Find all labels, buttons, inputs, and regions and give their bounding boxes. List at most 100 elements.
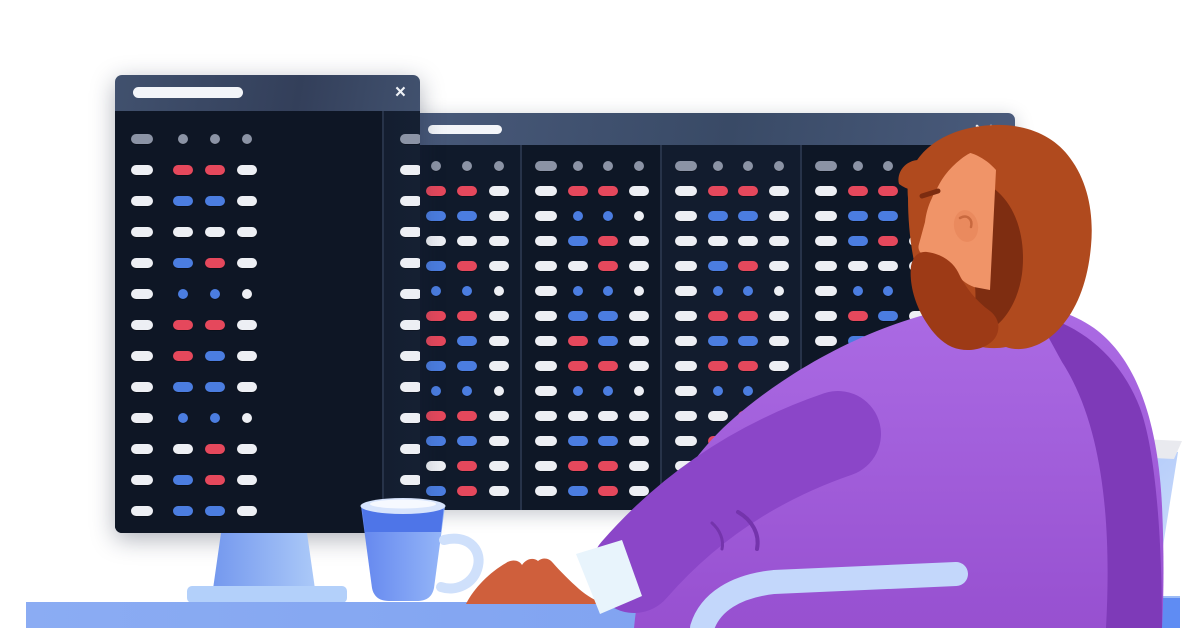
front-window-title-placeholder: [133, 87, 243, 98]
cell-slot: [400, 443, 420, 454]
cell-slot: [173, 505, 205, 516]
cell-slot: [567, 460, 599, 471]
data-pill-red: [567, 460, 588, 471]
data-pill-white: [535, 235, 557, 246]
cell-slot: [457, 310, 488, 321]
cell-slot: [675, 285, 708, 296]
cell-slot: [992, 410, 1007, 421]
data-pill-red: [878, 435, 899, 446]
data-pill-white: [400, 474, 420, 485]
cell-slot: [629, 460, 660, 471]
data-pill-gray: [634, 160, 645, 171]
data-pill-blue: [743, 460, 754, 471]
cell-slot: [847, 335, 879, 346]
cell-slot: [426, 310, 457, 321]
data-pill-gray: [852, 160, 863, 171]
cell-slot: [992, 160, 1007, 171]
cell-slot: [535, 310, 568, 321]
sleeve-crease: [736, 510, 760, 551]
data-row: [535, 153, 660, 178]
cell-slot: [977, 385, 997, 396]
cell-slot: [488, 260, 520, 271]
cell-slot: [769, 335, 800, 346]
data-pill-white: [909, 335, 930, 346]
data-pill-white: [769, 260, 790, 271]
cell-slot: [977, 410, 992, 421]
data-pill-white: [567, 410, 588, 421]
cell-slot: [173, 195, 205, 206]
cell-slot: [205, 164, 237, 175]
cell-slot: [205, 350, 237, 361]
data-pill-white: [955, 310, 977, 321]
data-pill-white: [535, 460, 557, 471]
back-monitor-stand-base: [614, 556, 742, 573]
data-pill-blue: [878, 310, 899, 321]
cell-slot: [457, 485, 488, 496]
cell-slot: [173, 350, 205, 361]
cell-slot: [878, 260, 909, 271]
data-pill-white: [457, 235, 478, 246]
cell-slot: [629, 285, 660, 296]
data-row: [535, 178, 660, 203]
cell-slot: [426, 385, 457, 396]
cell-slot: [707, 185, 739, 196]
cell-slot: [977, 260, 997, 271]
data-pill-red: [847, 485, 868, 496]
data-pill-white: [997, 310, 1015, 321]
cell-slot: [675, 210, 708, 221]
data-pill-white: [629, 460, 650, 471]
cell-slot: [173, 443, 205, 454]
data-pill-white: [173, 443, 193, 454]
cell-slot: [909, 485, 940, 496]
cell-slot: [237, 412, 269, 423]
data-pill-white: [675, 235, 697, 246]
cell-slot: [237, 133, 269, 144]
data-pill-white: [774, 285, 785, 296]
cell-slot: [400, 257, 420, 268]
data-row: [535, 228, 660, 253]
cell-slot: [535, 260, 568, 271]
data-pill-blue: [567, 435, 588, 446]
data-pill-white: [488, 210, 509, 221]
data-row: [535, 253, 660, 278]
data-column: [660, 145, 800, 510]
data-pill-blue: [847, 335, 868, 346]
cell-slot: [205, 505, 237, 516]
data-pill-red: [598, 460, 619, 471]
data-pill-white: [131, 412, 153, 423]
data-pill-red: [997, 185, 1015, 196]
data-pill-white: [675, 360, 697, 371]
data-row: [675, 303, 800, 328]
cell-slot: [237, 226, 269, 237]
data-pill-gray: [883, 160, 894, 171]
cell-slot: [815, 185, 848, 196]
data-pill-gray: [603, 160, 614, 171]
collapse-button[interactable]: [975, 124, 993, 136]
cell-slot: [955, 435, 977, 446]
cell-slot: [598, 335, 629, 346]
data-pill-red: [738, 260, 759, 271]
cell-slot: [535, 410, 568, 421]
data-row: [955, 153, 1015, 178]
cell-slot: [909, 335, 940, 346]
data-pill-white: [629, 260, 650, 271]
cell-slot: [131, 195, 173, 206]
data-row: [675, 428, 800, 453]
data-pill-white: [131, 195, 153, 206]
data-pill-white: [242, 288, 252, 299]
data-pill-white: [815, 260, 837, 271]
data-pill-white: [400, 505, 420, 516]
data-pill-red: [707, 310, 728, 321]
data-row: [815, 478, 940, 503]
data-row: [131, 309, 382, 340]
close-button[interactable]: ×: [394, 82, 406, 103]
data-pill-blue: [426, 210, 447, 221]
data-row: [400, 433, 420, 464]
cell-slot: [738, 460, 769, 471]
data-pill-white: [629, 435, 650, 446]
cell-slot: [400, 381, 420, 392]
cell-slot: [707, 210, 739, 221]
data-column: [382, 111, 420, 533]
data-pill-blue: [173, 257, 193, 268]
data-pill-white: [977, 310, 997, 321]
